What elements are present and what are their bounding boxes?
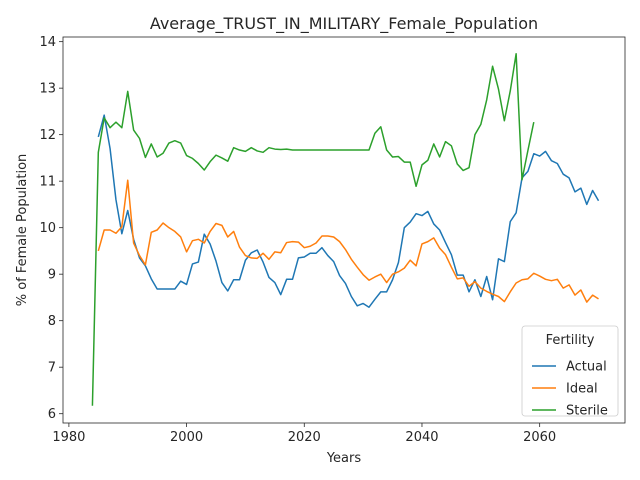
legend: Fertility Actual Ideal Sterile (521, 325, 619, 419)
x-tick-label: 2060 (523, 430, 556, 445)
x-axis-title: Years (326, 451, 362, 466)
x-axis: 1980 2000 2020 2040 2060 (52, 423, 556, 445)
series-line-actual (97, 114, 600, 308)
y-tick-label: 9 (48, 268, 56, 283)
y-tick-label: 8 (48, 314, 56, 329)
y-tick-label: 12 (39, 128, 56, 143)
plot-frame (62, 36, 626, 424)
y-tick-label: 10 (39, 221, 56, 236)
legend-label-ideal: Ideal (566, 382, 598, 397)
series-line-sterile (91, 52, 535, 406)
chart-title: Average_TRUST_IN_MILITARY_Female_Populat… (150, 14, 538, 34)
y-tick-label: 6 (48, 407, 56, 422)
legend-title: Fertility (546, 333, 595, 348)
legend-label-actual: Actual (566, 360, 607, 375)
y-tick-label: 11 (39, 175, 56, 190)
y-tick-label: 7 (48, 361, 56, 376)
y-axis: 6 7 8 9 10 11 12 13 14 (39, 35, 63, 422)
legend-label-sterile: Sterile (566, 404, 608, 419)
x-tick-label: 2000 (170, 430, 203, 445)
y-axis-title: % of Female Population (15, 154, 30, 307)
series-line-ideal (97, 179, 599, 303)
y-tick-label: 14 (39, 35, 56, 50)
legend-box (521, 325, 619, 417)
y-tick-label: 13 (39, 82, 56, 97)
x-tick-label: 2040 (405, 430, 438, 445)
x-tick-label: 2020 (288, 430, 321, 445)
plot-area (62, 36, 626, 424)
x-tick-label: 1980 (52, 430, 85, 445)
